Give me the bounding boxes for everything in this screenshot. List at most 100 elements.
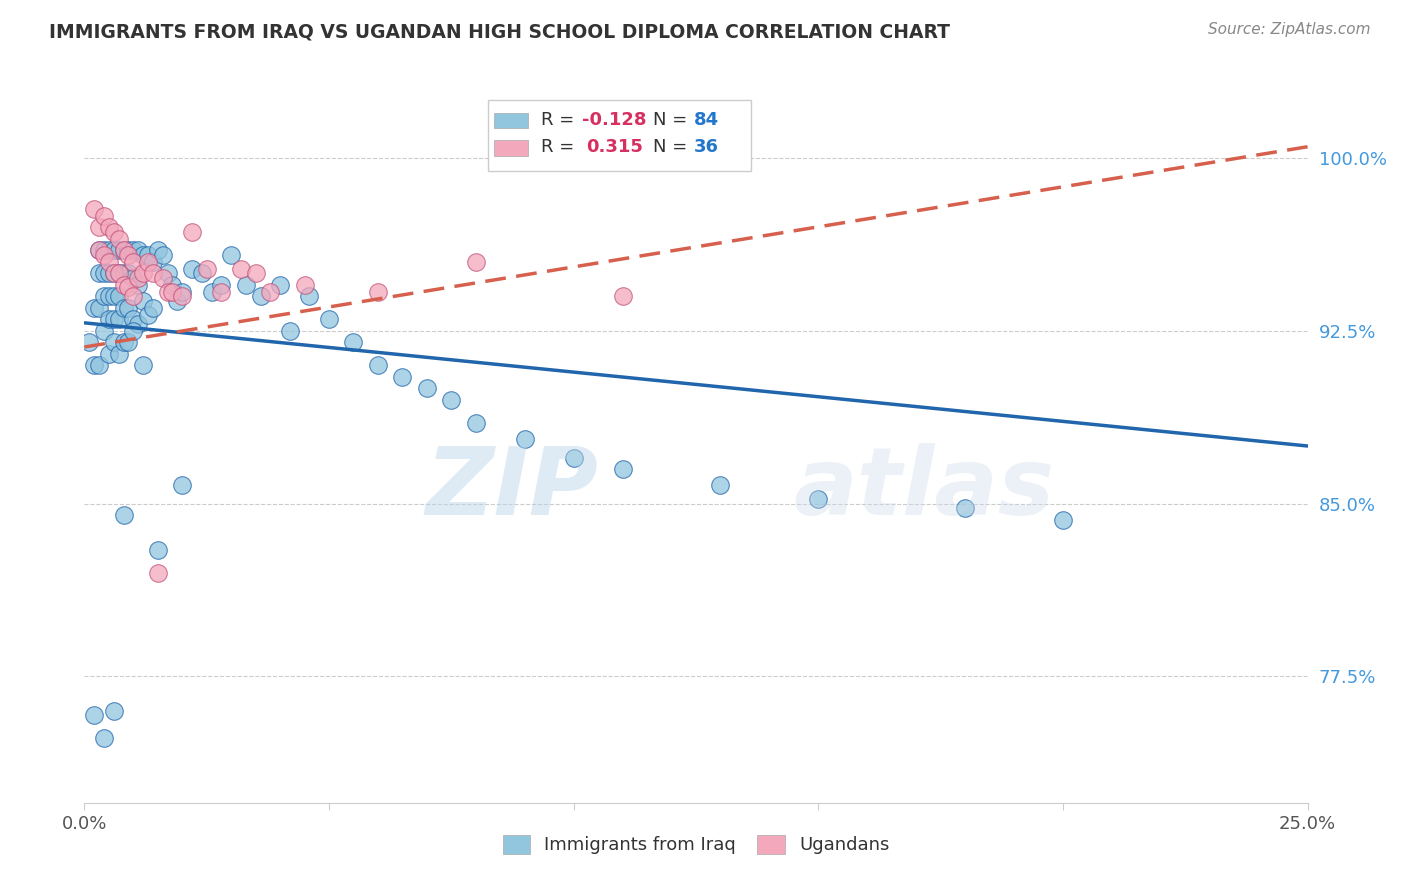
- Point: [127, 271, 149, 285]
- Point: [562, 450, 585, 465]
- Text: -0.128: -0.128: [582, 111, 647, 128]
- Point: [245, 266, 267, 280]
- Point: [107, 312, 129, 326]
- Point: [93, 244, 115, 258]
- Point: [83, 359, 105, 373]
- Point: [83, 202, 105, 216]
- Point: [156, 266, 179, 280]
- Point: [172, 289, 194, 303]
- Point: [278, 324, 301, 338]
- Text: 0.315: 0.315: [586, 137, 643, 156]
- Point: [416, 381, 439, 395]
- Point: [259, 285, 281, 299]
- Point: [122, 255, 145, 269]
- Point: [107, 266, 129, 280]
- Point: [103, 266, 125, 280]
- Point: [219, 248, 242, 262]
- Point: [97, 266, 120, 280]
- Point: [107, 266, 129, 280]
- Point: [97, 289, 120, 303]
- Point: [103, 225, 125, 239]
- Point: [166, 293, 188, 308]
- Point: [122, 271, 145, 285]
- Point: [181, 261, 204, 276]
- Point: [77, 335, 100, 350]
- Point: [162, 285, 184, 299]
- Point: [146, 566, 169, 580]
- Point: [122, 244, 145, 258]
- Point: [107, 347, 129, 361]
- Point: [132, 248, 155, 262]
- Point: [117, 280, 139, 294]
- Point: [107, 289, 129, 303]
- Point: [93, 324, 115, 338]
- Point: [117, 248, 139, 262]
- Point: [122, 324, 145, 338]
- Point: [146, 542, 169, 557]
- Point: [1052, 513, 1074, 527]
- Point: [464, 416, 486, 430]
- Point: [142, 301, 165, 315]
- Point: [249, 289, 271, 303]
- Point: [146, 244, 169, 258]
- Text: 84: 84: [693, 111, 718, 128]
- Point: [87, 220, 110, 235]
- Text: ZIP: ZIP: [425, 442, 598, 535]
- Point: [117, 244, 139, 258]
- Point: [132, 266, 155, 280]
- Point: [107, 232, 129, 246]
- Point: [209, 277, 232, 292]
- Point: [136, 248, 159, 262]
- Point: [97, 312, 120, 326]
- Point: [709, 478, 731, 492]
- Point: [112, 301, 135, 315]
- Point: [127, 244, 149, 258]
- Point: [807, 491, 830, 506]
- Text: 36: 36: [693, 137, 718, 156]
- Point: [112, 244, 135, 258]
- Text: N =: N =: [654, 111, 693, 128]
- FancyBboxPatch shape: [494, 140, 529, 155]
- Point: [142, 255, 165, 269]
- Point: [122, 312, 145, 326]
- Point: [87, 266, 110, 280]
- Point: [87, 301, 110, 315]
- FancyBboxPatch shape: [494, 112, 529, 128]
- Point: [162, 277, 184, 292]
- Point: [953, 501, 976, 516]
- Point: [464, 255, 486, 269]
- Point: [342, 335, 364, 350]
- Point: [172, 285, 194, 299]
- Point: [117, 301, 139, 315]
- Point: [117, 335, 139, 350]
- FancyBboxPatch shape: [488, 100, 751, 171]
- Point: [195, 261, 218, 276]
- Text: Source: ZipAtlas.com: Source: ZipAtlas.com: [1208, 22, 1371, 37]
- Point: [93, 289, 115, 303]
- Point: [136, 255, 159, 269]
- Point: [103, 704, 125, 718]
- Point: [93, 209, 115, 223]
- Point: [97, 220, 120, 235]
- Point: [294, 277, 316, 292]
- Point: [87, 244, 110, 258]
- Point: [612, 289, 634, 303]
- Point: [97, 244, 120, 258]
- Point: [103, 312, 125, 326]
- Point: [127, 277, 149, 292]
- Point: [172, 478, 194, 492]
- Point: [107, 244, 129, 258]
- Point: [117, 266, 139, 280]
- Text: IMMIGRANTS FROM IRAQ VS UGANDAN HIGH SCHOOL DIPLOMA CORRELATION CHART: IMMIGRANTS FROM IRAQ VS UGANDAN HIGH SCH…: [49, 22, 950, 41]
- Point: [156, 285, 179, 299]
- Point: [103, 289, 125, 303]
- Point: [132, 293, 155, 308]
- Point: [269, 277, 291, 292]
- Point: [513, 432, 536, 446]
- Point: [83, 301, 105, 315]
- Point: [298, 289, 321, 303]
- Point: [112, 508, 135, 522]
- Point: [200, 285, 222, 299]
- Point: [440, 392, 463, 407]
- Point: [122, 289, 145, 303]
